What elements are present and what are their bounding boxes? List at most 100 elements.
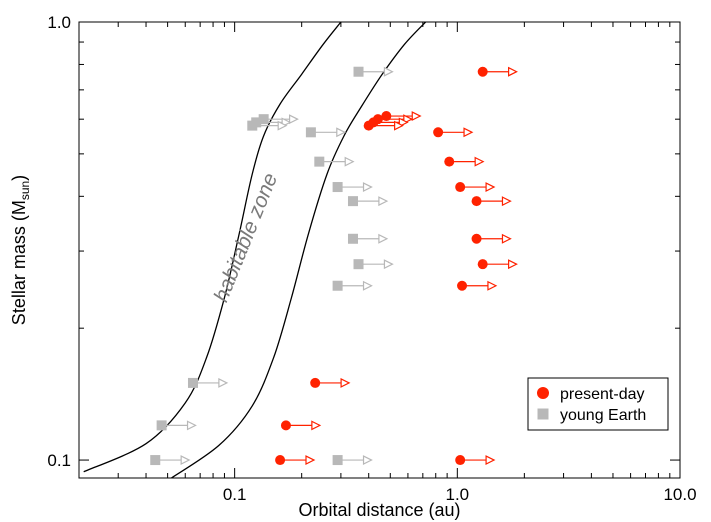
young-earth-arrow-head bbox=[344, 156, 355, 167]
present-day-arrow-head bbox=[487, 280, 498, 291]
legend-present-day-marker bbox=[537, 387, 549, 399]
x-tick-label: 1.0 bbox=[446, 485, 470, 504]
present-day-point bbox=[372, 114, 414, 125]
present-day-point bbox=[477, 259, 518, 270]
young-earth-point bbox=[332, 455, 373, 466]
present-day-point bbox=[477, 66, 518, 77]
legend-young-earth-label: young Earth bbox=[560, 407, 646, 424]
present-day-marker bbox=[433, 127, 444, 138]
young-earth-marker bbox=[187, 377, 198, 388]
present-day-marker bbox=[471, 196, 482, 207]
present-day-marker bbox=[275, 455, 286, 466]
present-day-arrow-head bbox=[508, 66, 518, 77]
present-day-arrow-head bbox=[463, 127, 474, 138]
young-earth-arrow-head bbox=[362, 182, 373, 193]
present-day-arrow-head bbox=[311, 420, 322, 431]
young-earth-point bbox=[353, 259, 394, 270]
y-tick-label: 0.1 bbox=[47, 451, 71, 470]
legend: present-day young Earth bbox=[527, 377, 669, 431]
young-earth-marker bbox=[332, 455, 343, 466]
plot-frame bbox=[78, 21, 681, 479]
young-earth-marker bbox=[314, 156, 325, 167]
present-day-marker bbox=[381, 111, 392, 122]
young-earth-marker bbox=[353, 259, 364, 270]
young-earth-marker bbox=[332, 280, 343, 291]
y-axis-title-close: ) bbox=[9, 175, 29, 181]
present-day-point bbox=[444, 156, 485, 167]
young-earth-marker bbox=[332, 182, 343, 193]
present-day-point bbox=[433, 127, 474, 138]
young-earth-arrow-head bbox=[383, 259, 394, 270]
habitable-zone-curves bbox=[83, 22, 427, 478]
young-earth-point bbox=[187, 377, 229, 388]
present-day-marker bbox=[363, 120, 374, 131]
young-earth-arrow-head bbox=[288, 114, 299, 125]
young-earth-point bbox=[258, 114, 299, 125]
x-tick-label: 10.0 bbox=[663, 485, 696, 504]
present-day-arrow-head bbox=[508, 259, 518, 270]
young-earth-point bbox=[156, 420, 197, 431]
present-day-marker bbox=[477, 66, 488, 77]
young-earth-arrow-head bbox=[218, 377, 229, 388]
habitable-zone-label: habitable zone bbox=[210, 170, 283, 305]
y-axis-title-main: Stellar mass (M bbox=[9, 200, 29, 325]
young-earth-arrow-head bbox=[336, 127, 347, 138]
present-day-arrow-head bbox=[501, 233, 512, 244]
present-day-arrow-head bbox=[305, 455, 316, 466]
present-day-marker bbox=[310, 377, 321, 388]
young-earth-arrow-head bbox=[378, 196, 389, 207]
present-day-point bbox=[381, 111, 422, 122]
present-day-arrow-head bbox=[474, 156, 485, 167]
young-earth-arrow-head bbox=[362, 280, 373, 291]
young-earth-marker bbox=[347, 233, 358, 244]
young-earth-point bbox=[353, 66, 394, 77]
present-day-arrow-head bbox=[485, 182, 496, 193]
x-axis-title: Orbital distance (au) bbox=[298, 500, 460, 520]
young-earth-arrow-head bbox=[277, 120, 288, 131]
young-earth-point bbox=[150, 455, 191, 466]
young-earth-marker bbox=[258, 114, 269, 125]
young-earth-marker bbox=[305, 127, 316, 138]
young-earth-arrow-head bbox=[186, 420, 197, 431]
present-day-arrow-head bbox=[340, 377, 351, 388]
y-axis-title: Stellar mass (Msun) bbox=[9, 175, 32, 325]
young-earth-arrow-head bbox=[378, 233, 389, 244]
present-day-marker bbox=[471, 233, 482, 244]
present-day-point bbox=[310, 377, 351, 388]
present-day-point bbox=[471, 233, 512, 244]
young-earth-marker bbox=[347, 196, 358, 207]
present-day-marker bbox=[455, 455, 466, 466]
present-day-point bbox=[363, 120, 404, 131]
young-earth-point bbox=[247, 120, 288, 131]
x-tick-label: 0.1 bbox=[223, 485, 247, 504]
present-day-point bbox=[455, 455, 496, 466]
legend-present-day-label: present-day bbox=[560, 386, 645, 403]
present-day-point bbox=[471, 196, 512, 207]
present-day-point bbox=[280, 420, 322, 431]
habitable-zone-inner-edge bbox=[83, 22, 342, 473]
young-earth-marker bbox=[247, 120, 258, 131]
present-day-point bbox=[455, 182, 496, 193]
young-earth-point bbox=[314, 156, 355, 167]
legend-young-earth-marker bbox=[537, 408, 549, 420]
present-day-marker bbox=[455, 182, 466, 193]
habitable-zone-outer-edge bbox=[171, 22, 427, 478]
present-day-marker bbox=[477, 259, 488, 270]
young-earth-marker bbox=[150, 455, 161, 466]
present-day-point bbox=[457, 280, 498, 291]
present-day-arrow-head bbox=[485, 455, 496, 466]
present-day-arrow-head bbox=[501, 196, 512, 207]
young-earth-point bbox=[347, 196, 389, 207]
y-tick-label: 1.0 bbox=[47, 13, 71, 32]
young-earth-arrow-head bbox=[180, 455, 191, 466]
young-earth-point bbox=[305, 127, 347, 138]
young-earth-arrow-head bbox=[362, 455, 373, 466]
young-earth-point bbox=[332, 182, 373, 193]
young-earth-marker bbox=[156, 420, 167, 431]
present-day-arrow-head bbox=[411, 111, 422, 122]
present-day-point bbox=[275, 455, 316, 466]
y-axis-title-subscript: sun bbox=[18, 181, 32, 200]
present-day-marker bbox=[457, 280, 468, 291]
present-day-marker bbox=[280, 420, 291, 431]
